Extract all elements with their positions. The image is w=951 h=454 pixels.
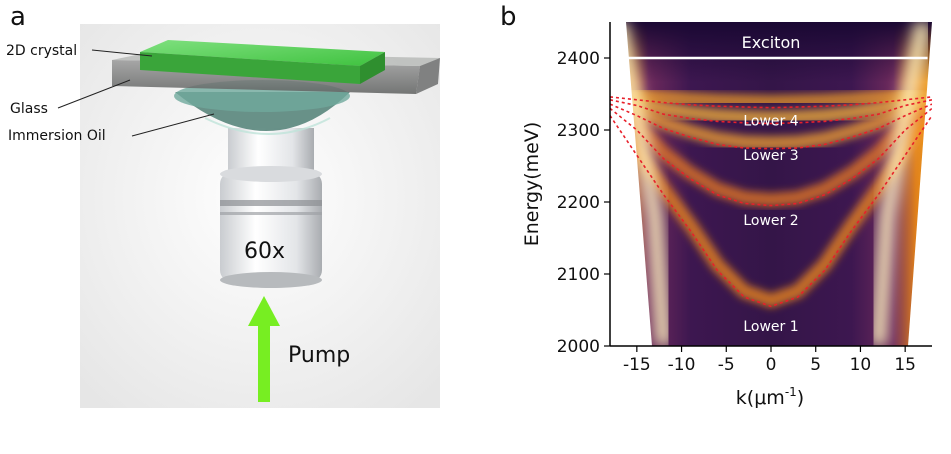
bright-branch-right <box>870 22 931 346</box>
crystal-leader-line <box>91 49 153 57</box>
objective-lens <box>220 128 322 288</box>
fit-curve-lower-2 <box>610 107 932 207</box>
x-tick-label: -15 <box>623 355 651 375</box>
fit-curve-lower-3 <box>610 103 932 150</box>
y-tick-label: 2100 <box>557 265 600 285</box>
panel-b-label: b <box>500 2 517 32</box>
x-tick-label: 5 <box>810 355 821 375</box>
x-tick-label: 10 <box>850 355 872 375</box>
band-glow <box>610 105 932 309</box>
objective-magnification-label: 60x <box>244 239 285 264</box>
panel-a-label: a <box>10 2 26 32</box>
oil-leader-line <box>131 113 215 137</box>
annotation-lower-3: Lower 3 <box>743 148 798 164</box>
band-glow <box>610 84 932 109</box>
crystal-label: 2D crystal <box>6 43 77 59</box>
crystal-flake <box>140 40 385 84</box>
annotation-lower-1: Lower 1 <box>743 319 798 335</box>
oil-label: Immersion Oil <box>8 128 106 144</box>
y-axis-label: Energy(meV) <box>521 122 543 247</box>
schematic-illustration: 2D crystal Glass Immersion Oil 60x Pump <box>6 24 440 408</box>
glass-leader-line <box>57 79 131 109</box>
band-glow <box>610 97 932 207</box>
schematic-panel: 2D crystal Glass Immersion Oil 60x Pump <box>6 24 440 408</box>
x-tick-label: -10 <box>668 355 696 375</box>
glass-label: Glass <box>10 101 48 117</box>
annotation-lower-4: Lower 4 <box>743 114 798 130</box>
band-glow <box>610 87 932 125</box>
x-tick-label: 0 <box>766 355 777 375</box>
annotation-lower-2: Lower 2 <box>743 213 798 229</box>
fit-curve-lower-4 <box>610 99 932 125</box>
pump-label: Pump <box>288 343 350 368</box>
y-tick-label: 2400 <box>557 49 600 69</box>
annotation-exciton: Exciton <box>742 33 801 52</box>
fit-curve-upper <box>610 96 932 109</box>
y-tick-label: 2200 <box>557 193 600 213</box>
band-glow <box>610 91 932 151</box>
x-axis-label: k(μm-1) <box>736 385 804 409</box>
y-tick-label: 2000 <box>557 337 600 357</box>
heatmap-image <box>610 22 932 346</box>
fit-curve-lower-1 <box>610 115 932 308</box>
y-tick-label: 2300 <box>557 121 600 141</box>
pump-arrow-icon <box>248 296 280 402</box>
x-tick-label: 15 <box>894 355 916 375</box>
dispersion-panel: Exciton Lower 4 Lower 3 Lower 2 Lower 1 -15-… <box>500 0 951 450</box>
polariton-fits <box>610 96 932 308</box>
x-tick-label: -5 <box>718 355 735 375</box>
